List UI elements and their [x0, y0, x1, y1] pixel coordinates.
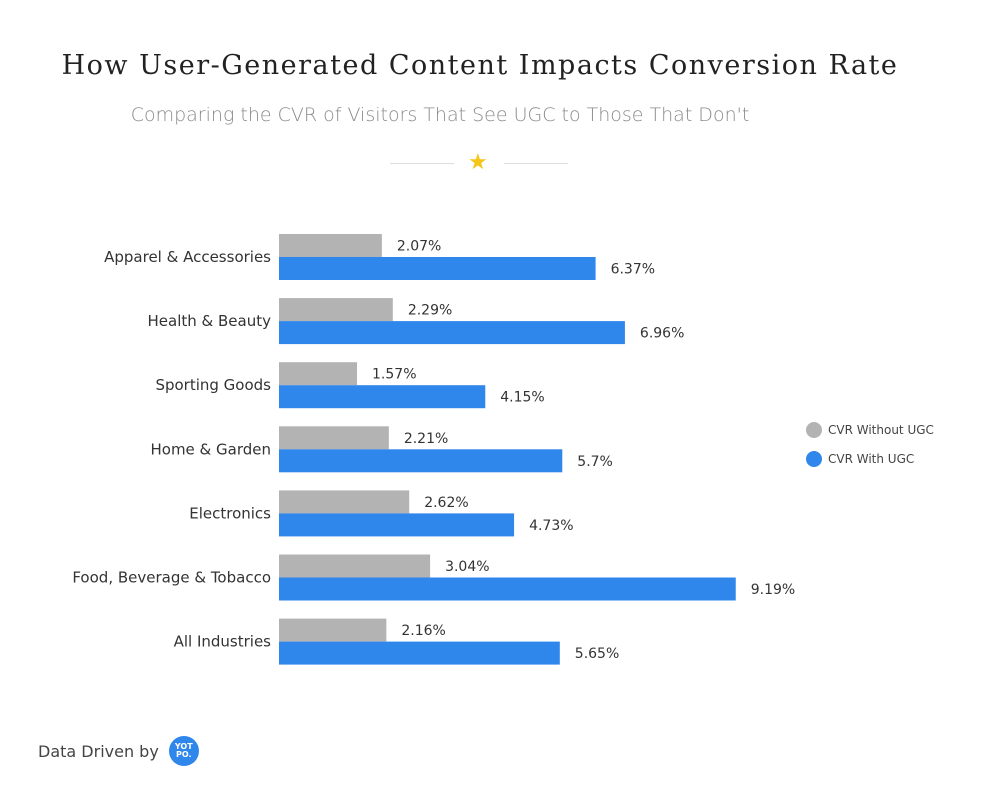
data-label: 2.16% — [401, 623, 445, 639]
chart-subtitle: Comparing the CVR of Visitors That See U… — [130, 104, 750, 126]
category-label: All Industries — [174, 633, 272, 651]
legend-swatch — [806, 422, 822, 438]
bar-with-ugc — [279, 385, 486, 409]
bar-without-ugc — [279, 298, 393, 322]
bar-without-ugc — [279, 426, 389, 450]
bar-without-ugc — [279, 554, 431, 578]
category-label: Health & Beauty — [148, 312, 272, 330]
category-label: Apparel & Accessories — [104, 248, 271, 266]
yotpo-logo: YOT PO. — [168, 736, 199, 766]
legend: CVR Without UGC CVR With UGC — [806, 422, 934, 480]
bar-with-ugc — [279, 641, 560, 665]
data-label: 6.96% — [640, 326, 684, 342]
bar-with-ugc — [279, 577, 736, 601]
data-label: 4.73% — [529, 518, 573, 534]
chart-title: How User-Generated Content Impacts Conve… — [61, 50, 899, 81]
divider-left — [390, 163, 454, 164]
legend-label: CVR With UGC — [828, 452, 915, 466]
divider-right — [504, 163, 568, 164]
footer-text: Data Driven by — [38, 741, 159, 761]
category-label: Electronics — [189, 504, 271, 522]
data-label: 1.57% — [372, 367, 416, 383]
category-label: Sporting Goods — [155, 376, 271, 394]
data-label: 5.7% — [577, 454, 613, 470]
bar-without-ugc — [279, 618, 387, 642]
data-label: 2.21% — [404, 431, 448, 447]
category-label: Home & Garden — [150, 440, 271, 458]
data-label: 2.62% — [424, 495, 468, 511]
star-icon: ★ — [468, 150, 488, 175]
legend-swatch — [806, 451, 822, 467]
legend-item-with-ugc: CVR With UGC — [806, 451, 934, 467]
data-label: 2.07% — [397, 239, 441, 255]
bar-with-ugc — [279, 321, 625, 345]
bar-with-ugc — [279, 257, 596, 280]
bar-without-ugc — [279, 234, 382, 257]
footer: Data Driven by YOT PO. — [38, 736, 199, 766]
data-label: 6.37% — [611, 262, 655, 278]
category-label: Food, Beverage & Tobacco — [72, 569, 271, 587]
bar-with-ugc — [279, 513, 515, 537]
data-label: 2.29% — [408, 303, 452, 319]
data-label: 5.65% — [575, 646, 619, 662]
data-label: 4.15% — [500, 390, 544, 406]
legend-label: CVR Without UGC — [828, 423, 934, 437]
bar-without-ugc — [279, 362, 358, 386]
legend-item-without-ugc: CVR Without UGC — [806, 422, 934, 438]
bar-without-ugc — [279, 490, 410, 514]
bar-with-ugc — [279, 449, 563, 473]
data-label: 3.04% — [445, 559, 489, 575]
data-label: 9.19% — [751, 582, 795, 598]
